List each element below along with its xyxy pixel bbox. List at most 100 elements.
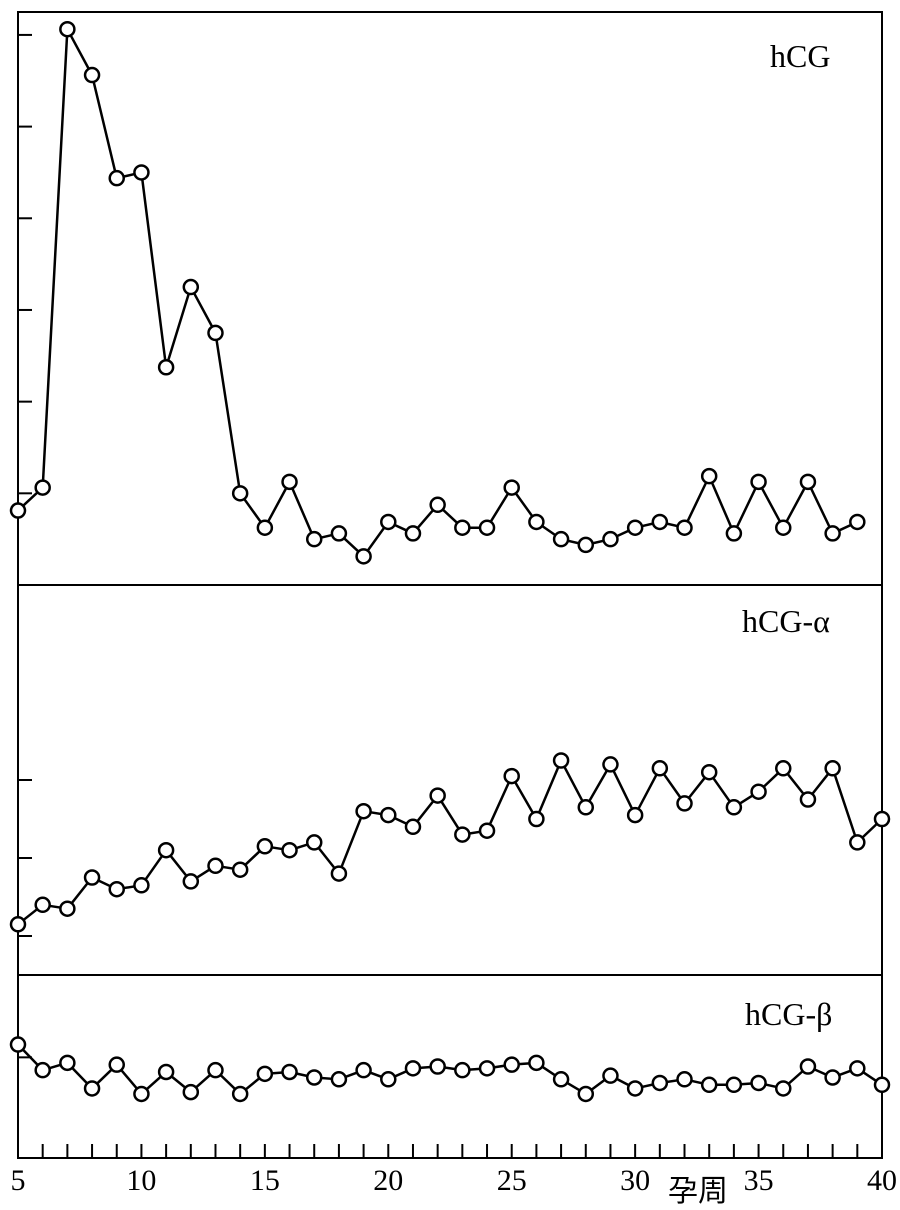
x-tick-label: 30: [620, 1164, 650, 1197]
marker: [381, 1072, 395, 1086]
x-tick-label: 40: [867, 1164, 897, 1197]
panel-label-hcg-alpha: hCG-α: [742, 603, 830, 640]
marker: [653, 761, 667, 775]
marker: [850, 515, 864, 529]
marker: [727, 526, 741, 540]
marker: [184, 1085, 198, 1099]
marker: [579, 800, 593, 814]
marker: [159, 843, 173, 857]
marker: [628, 1081, 642, 1095]
marker: [60, 1056, 74, 1070]
marker: [208, 859, 222, 873]
marker: [332, 1072, 346, 1086]
marker: [801, 1060, 815, 1074]
marker: [134, 165, 148, 179]
marker: [678, 796, 692, 810]
marker: [678, 1072, 692, 1086]
marker: [357, 549, 371, 563]
marker: [875, 1078, 889, 1092]
panel-label-hcg: hCG: [770, 38, 830, 75]
marker: [850, 835, 864, 849]
marker: [702, 765, 716, 779]
marker: [776, 761, 790, 775]
marker: [579, 538, 593, 552]
marker: [60, 22, 74, 36]
marker: [653, 515, 667, 529]
marker: [406, 1061, 420, 1075]
marker: [529, 515, 543, 529]
chart-container: 510152025303540 hCG hCG-α hCG-β 孕周: [0, 0, 900, 1201]
marker: [208, 326, 222, 340]
marker: [554, 532, 568, 546]
marker: [283, 475, 297, 489]
marker: [307, 532, 321, 546]
marker: [332, 867, 346, 881]
marker: [85, 1081, 99, 1095]
marker: [826, 761, 840, 775]
marker: [826, 526, 840, 540]
marker: [431, 789, 445, 803]
marker: [455, 828, 469, 842]
marker: [727, 800, 741, 814]
marker: [258, 1067, 272, 1081]
marker: [36, 481, 50, 495]
marker: [455, 521, 469, 535]
marker: [357, 1063, 371, 1077]
marker: [727, 1078, 741, 1092]
x-tick-label: 5: [11, 1164, 26, 1197]
x-tick-label: 10: [126, 1164, 156, 1197]
marker: [603, 532, 617, 546]
series-hCG-alpha: [18, 761, 882, 925]
marker: [11, 917, 25, 931]
marker: [678, 521, 692, 535]
marker: [184, 874, 198, 888]
marker: [529, 1056, 543, 1070]
marker: [233, 486, 247, 500]
marker: [628, 521, 642, 535]
marker: [85, 871, 99, 885]
marker: [702, 469, 716, 483]
marker: [357, 804, 371, 818]
marker: [579, 1087, 593, 1101]
marker: [801, 475, 815, 489]
marker: [455, 1063, 469, 1077]
marker: [60, 902, 74, 916]
marker: [752, 1076, 766, 1090]
x-tick-label: 20: [373, 1164, 403, 1197]
marker: [406, 820, 420, 834]
marker: [258, 839, 272, 853]
marker: [776, 1081, 790, 1095]
marker: [850, 1061, 864, 1075]
marker: [110, 1058, 124, 1072]
x-tick-label: 25: [497, 1164, 527, 1197]
marker: [702, 1078, 716, 1092]
series-hCG: [18, 29, 857, 556]
marker: [480, 521, 494, 535]
marker: [11, 1038, 25, 1052]
marker: [134, 878, 148, 892]
marker: [431, 498, 445, 512]
marker: [110, 171, 124, 185]
marker: [381, 515, 395, 529]
marker: [480, 824, 494, 838]
marker: [36, 1063, 50, 1077]
x-tick-label: 15: [250, 1164, 280, 1197]
marker: [628, 808, 642, 822]
marker: [406, 526, 420, 540]
marker: [307, 835, 321, 849]
marker: [11, 504, 25, 518]
marker: [653, 1076, 667, 1090]
marker: [875, 812, 889, 826]
marker: [603, 1069, 617, 1083]
marker: [36, 898, 50, 912]
marker: [134, 1087, 148, 1101]
marker: [505, 769, 519, 783]
marker: [233, 1087, 247, 1101]
marker: [752, 785, 766, 799]
marker: [801, 793, 815, 807]
x-axis-label: 孕周: [668, 1166, 728, 1210]
marker: [752, 475, 766, 489]
marker: [554, 1072, 568, 1086]
marker: [307, 1070, 321, 1084]
marker: [258, 521, 272, 535]
